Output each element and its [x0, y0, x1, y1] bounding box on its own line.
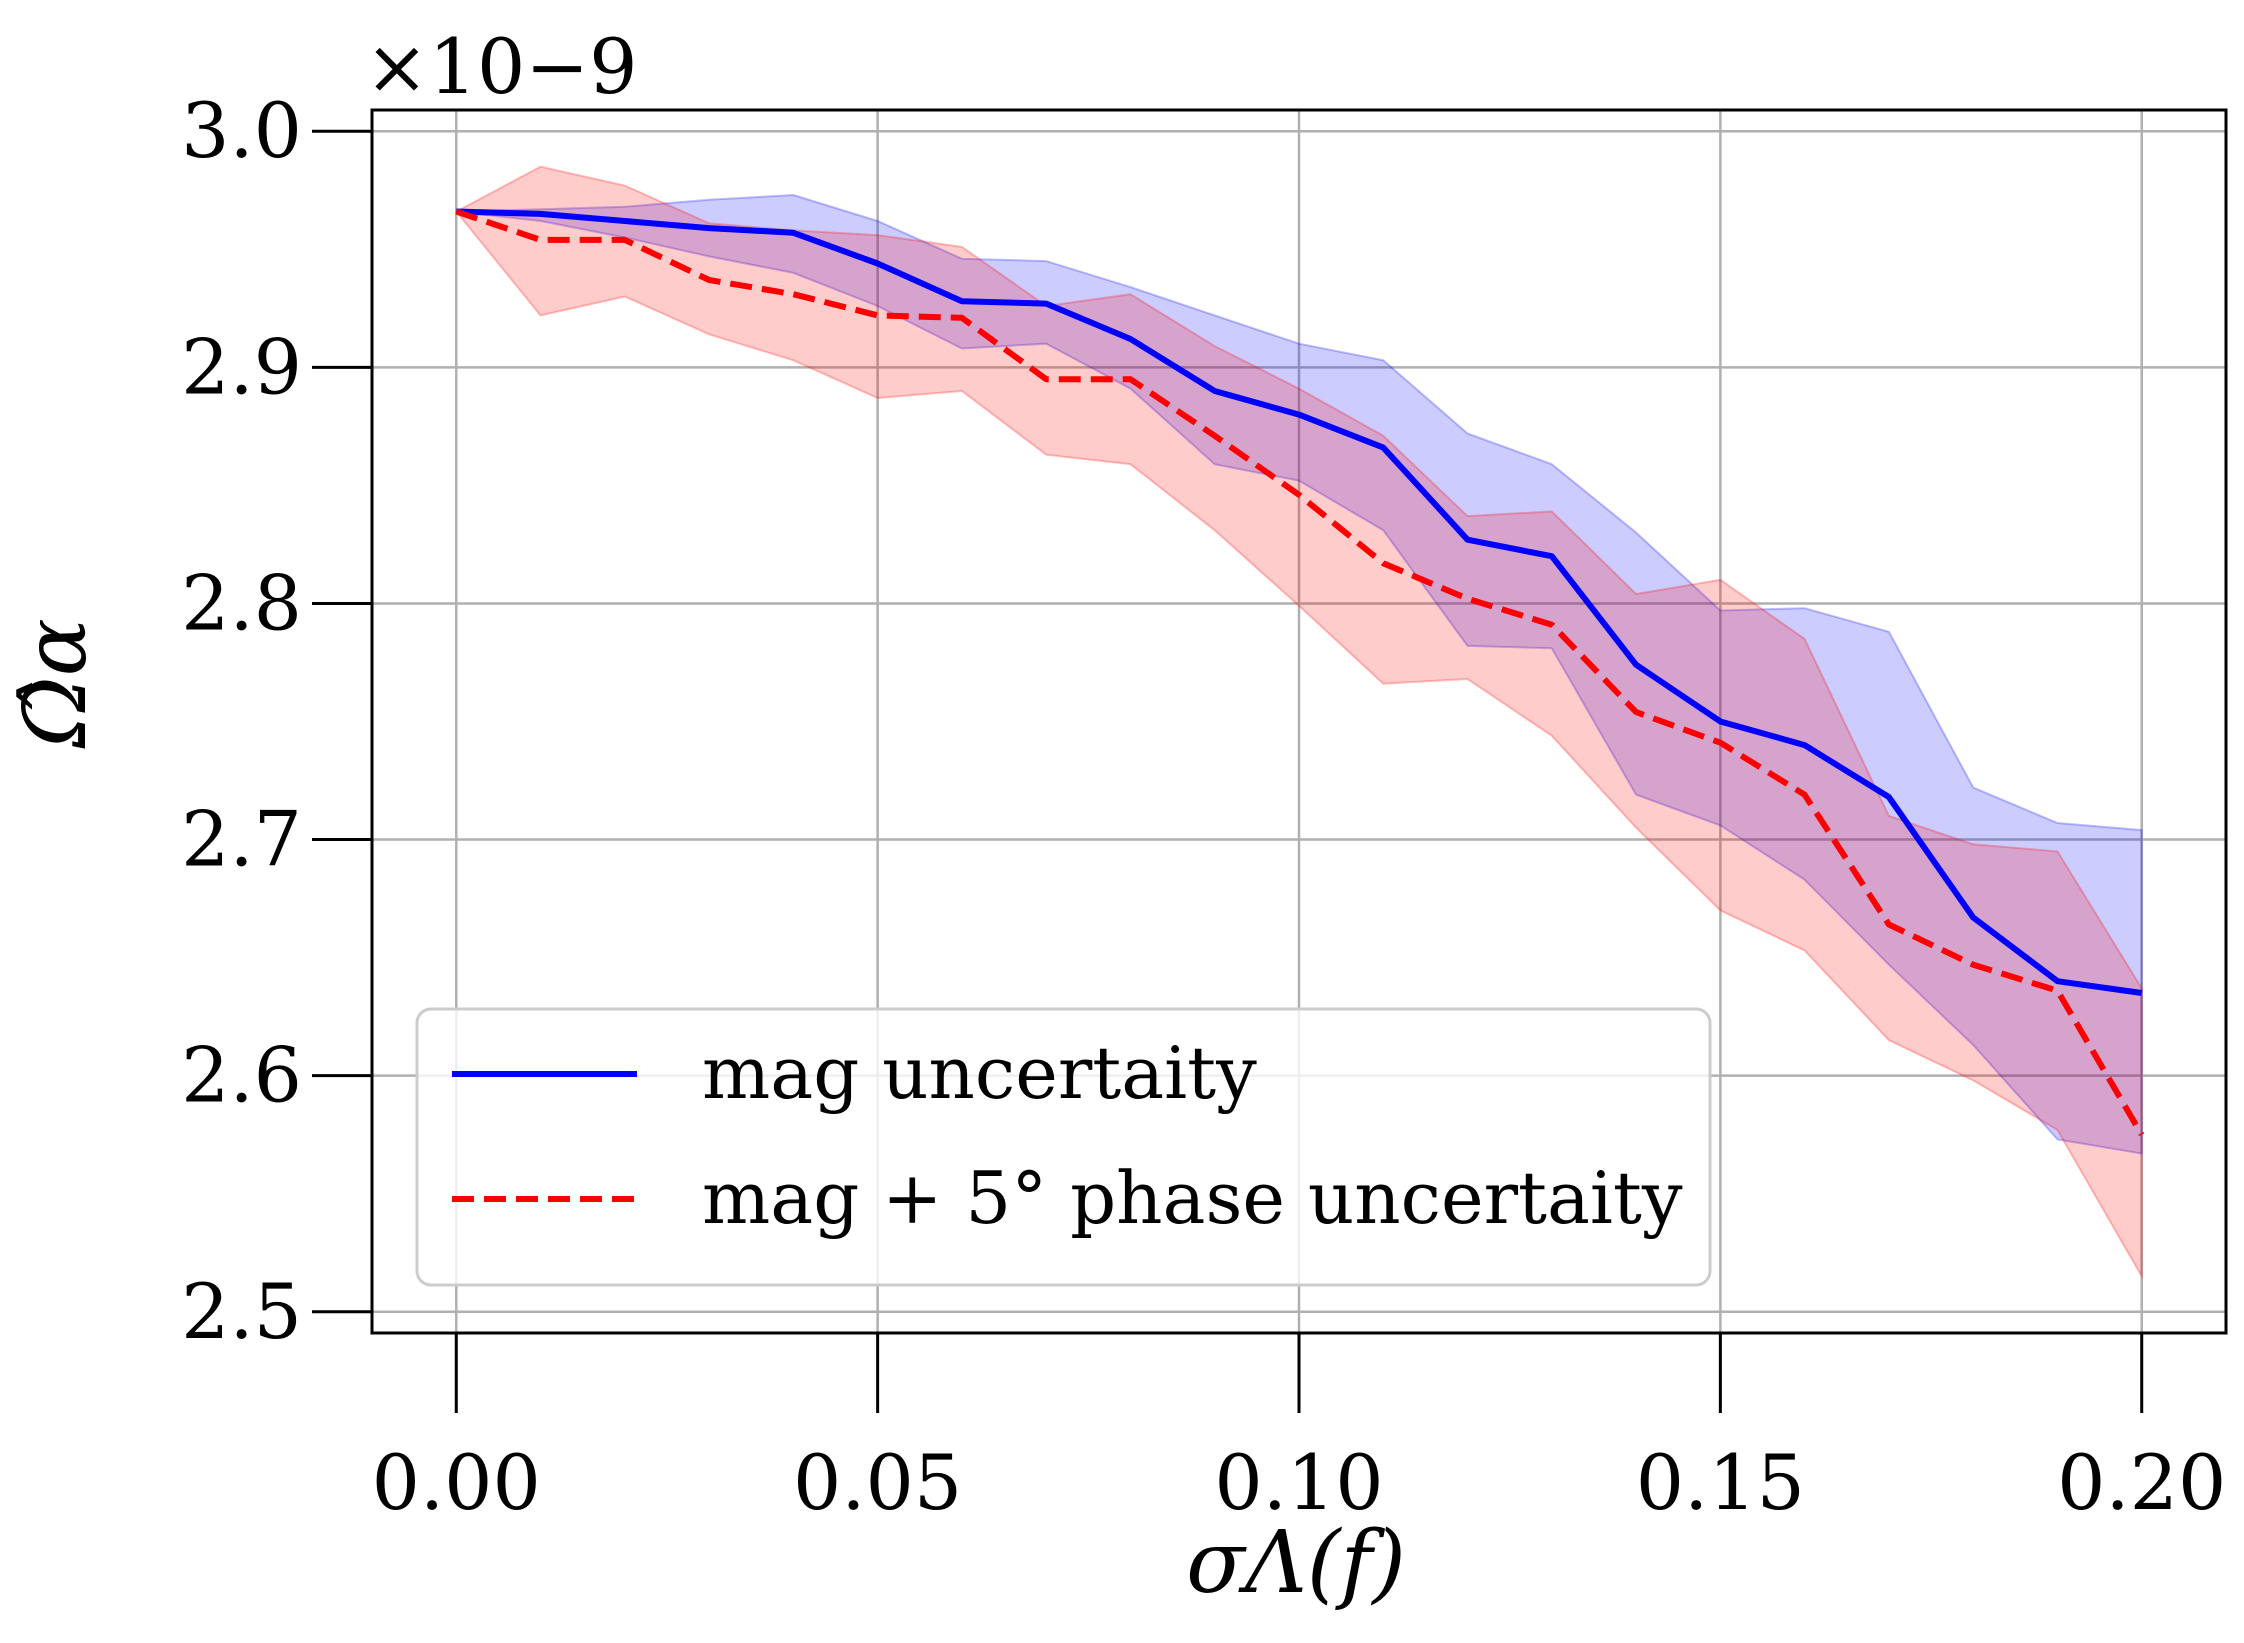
- y-axis-label: Ω̂α: [6, 618, 106, 748]
- y-tick-label-0: 2.5: [181, 1267, 302, 1356]
- y-multiplier-label: ×10−9: [365, 22, 637, 111]
- legend-box: [415, 1007, 1712, 1287]
- x-axis-label: σΛ(f): [1186, 1513, 1406, 1613]
- series-line-0: [456, 208, 2143, 996]
- y-tick-label-5: 3.0: [181, 86, 302, 175]
- series-line-1: [455, 208, 2145, 1137]
- x-tick-label-0: 0.00: [372, 1438, 541, 1527]
- x-tick-label-4: 0.20: [2057, 1438, 2226, 1527]
- x-tick-label-3: 0.15: [1636, 1438, 1805, 1527]
- uncertainty-band-1: [454, 165, 2143, 1281]
- x-tick-label-2: 0.10: [1214, 1438, 1383, 1527]
- y-tick-label-4: 2.9: [181, 322, 302, 411]
- plot-area: 0.00 0.05 0.10 0.15 0.20 2.5 2.6 2.7 2.8 2.9 3.0: [181, 86, 2228, 1527]
- legend-label-mag: mag uncertaity: [702, 1031, 1257, 1115]
- x-tick-label-1: 0.05: [793, 1438, 962, 1527]
- y-tick-label-2: 2.7: [181, 795, 302, 884]
- y-tick-label-3: 2.8: [181, 558, 302, 647]
- legend: mag uncertaity mag + 5° phase uncertaity: [415, 1007, 1712, 1287]
- y-tick-label-1: 2.6: [181, 1031, 302, 1120]
- legend-label-mag-phase: mag + 5° phase uncertaity: [702, 1156, 1683, 1240]
